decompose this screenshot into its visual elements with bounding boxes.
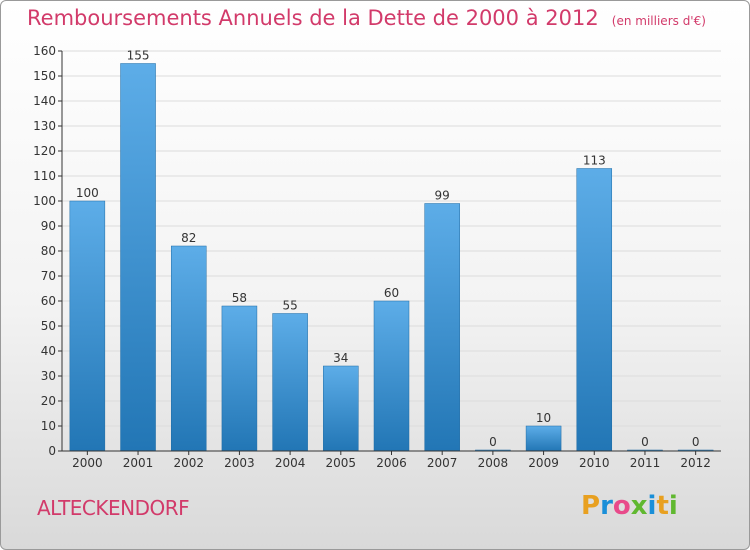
logo-letter: x (630, 491, 648, 521)
x-tick-label: 2010 (579, 456, 610, 470)
bar-2003 (221, 305, 258, 452)
chart-title-unit: (en milliers d'€) (611, 14, 706, 28)
logo-letter: r (600, 491, 613, 521)
y-tick-label: 130 (33, 119, 56, 133)
bar-value-label: 99 (435, 189, 450, 203)
bar-2004 (272, 313, 308, 452)
x-tick-label: 2007 (427, 456, 458, 470)
bar-value-label: 55 (282, 299, 297, 313)
x-tick-label: 2001 (123, 456, 154, 470)
x-tick-label: 2004 (275, 456, 306, 470)
y-tick-label: 90 (41, 219, 56, 233)
y-tick-label: 50 (41, 319, 56, 333)
x-tick-label: 2002 (173, 456, 204, 470)
y-tick-label: 70 (41, 269, 56, 283)
x-tick-label: 2008 (478, 456, 509, 470)
bar-value-label: 0 (489, 435, 497, 449)
bar-value-label: 113 (583, 154, 606, 168)
y-tick-label: 150 (33, 69, 56, 83)
logo-letter: P (581, 491, 601, 521)
bar-2001 (120, 63, 156, 452)
bar-2007 (424, 203, 460, 452)
bar-2006 (373, 300, 410, 452)
bar-2010 (576, 168, 613, 452)
y-tick-label: 30 (41, 369, 56, 383)
x-tick-label: 2009 (528, 456, 559, 470)
y-tick-label: 110 (33, 169, 56, 183)
bar-value-label: 58 (232, 291, 247, 305)
logo-letter: i (668, 491, 678, 521)
chart-title-main: Remboursements Annuels de la Dette de 20… (27, 6, 599, 30)
y-tick-label: 160 (33, 44, 56, 58)
y-tick-label: 20 (41, 394, 56, 408)
x-tick-label: 2006 (376, 456, 407, 470)
bar-2002 (170, 245, 207, 452)
bars: 100 155 82 58 55 34 60 99 0 10 113 0 0 (69, 49, 714, 452)
y-tick-label: 140 (33, 94, 56, 108)
bar-2000 (69, 200, 106, 452)
chart-title: Remboursements Annuels de la Dette de 20… (27, 6, 706, 30)
x-tick-label: 2012 (680, 456, 711, 470)
y-tick-label: 0 (48, 444, 56, 458)
bar-value-label: 34 (333, 351, 348, 365)
y-tick-label: 10 (41, 419, 56, 433)
bar-2005 (323, 365, 359, 452)
proxiti-logo: Proxiti (581, 491, 678, 521)
axes: 0102030405060708090100110120130140150160… (33, 44, 721, 470)
commune-name: ALTECKENDORF (37, 496, 190, 520)
x-tick-label: 2011 (630, 456, 661, 470)
bar-value-label: 82 (181, 231, 196, 245)
x-tick-label: 2000 (72, 456, 103, 470)
bar-value-label: 0 (692, 435, 700, 449)
y-tick-label: 40 (41, 344, 56, 358)
bar-value-label: 0 (641, 435, 649, 449)
bar-value-label: 100 (76, 186, 99, 200)
bar-value-label: 10 (536, 411, 551, 425)
bar-2009 (525, 425, 562, 452)
logo-letter: o (612, 491, 631, 521)
bar-value-label: 60 (384, 286, 399, 300)
y-tick-label: 100 (33, 194, 56, 208)
y-tick-label: 80 (41, 244, 56, 258)
x-tick-label: 2003 (224, 456, 255, 470)
logo-letter: i (647, 491, 657, 521)
y-tick-label: 120 (33, 144, 56, 158)
y-tick-label: 60 (41, 294, 56, 308)
bar-value-label: 155 (127, 49, 150, 63)
logo-letter: t (656, 491, 669, 521)
x-tick-label: 2005 (326, 456, 357, 470)
